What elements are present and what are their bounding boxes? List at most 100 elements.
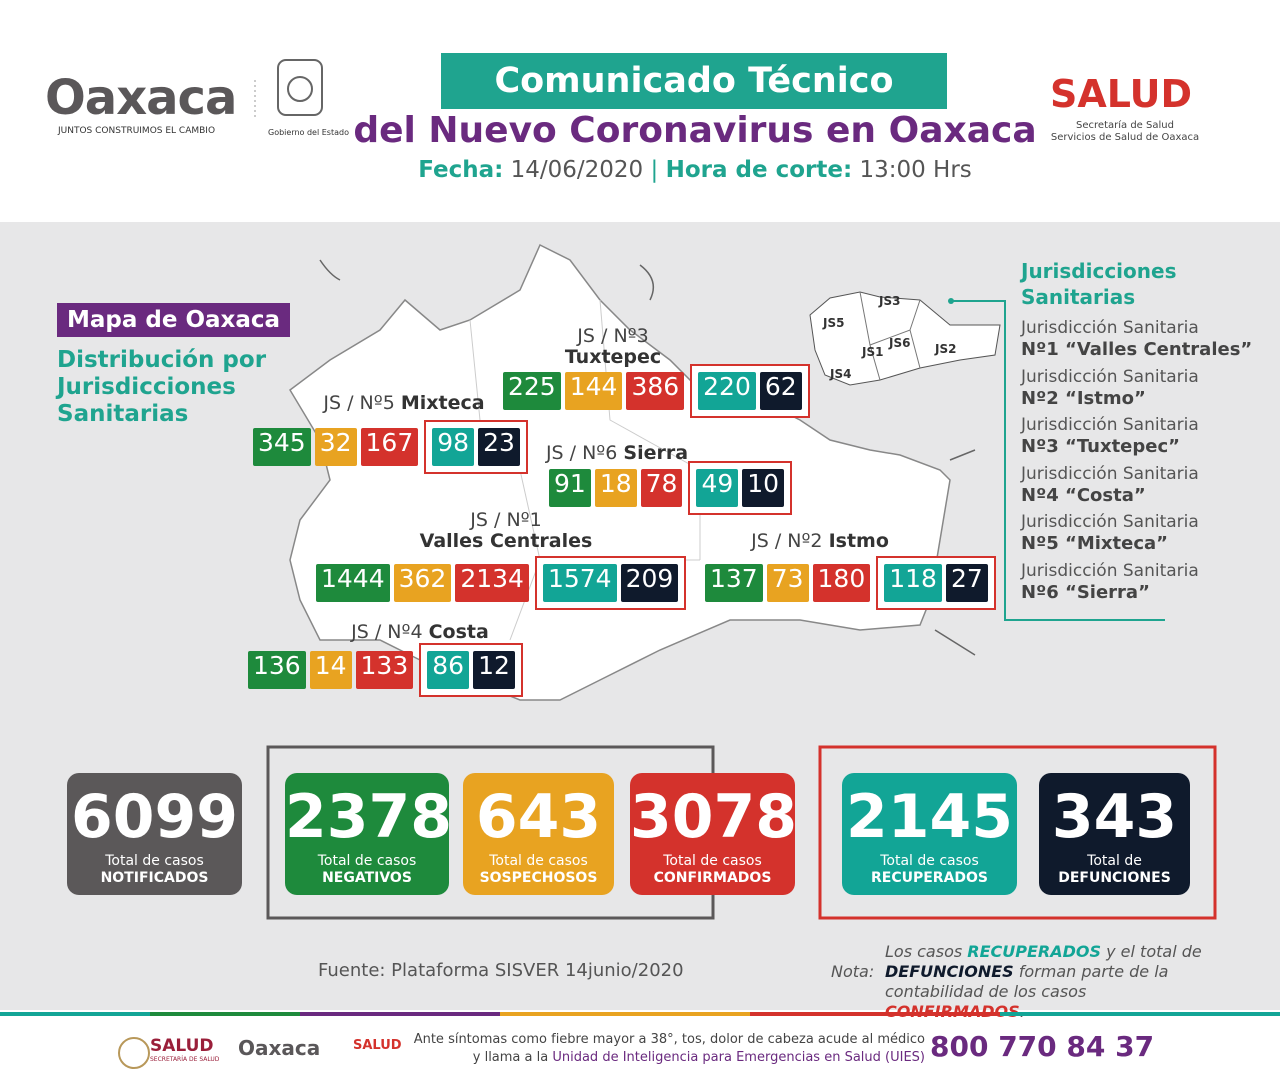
region-label: JS / Nº1 Valles Centrales bbox=[356, 510, 656, 552]
value-box: 133 bbox=[355, 651, 414, 689]
legend-line2: Nº5 “Mixteca” bbox=[1021, 533, 1168, 554]
region-name: Costa bbox=[428, 621, 489, 643]
value-box: 118 bbox=[884, 564, 942, 602]
region-label: JS / Nº2 Istmo bbox=[670, 531, 970, 552]
legend-item: Jurisdicción Sanitaria Nº6 “Sierra” bbox=[1021, 561, 1199, 604]
map-tag: Mapa de Oaxaca bbox=[57, 303, 291, 337]
mini-map-label: JS6 bbox=[889, 336, 911, 350]
legend-line1: Jurisdicción Sanitaria bbox=[1021, 318, 1199, 338]
value-box: 12 bbox=[473, 651, 515, 689]
legend-line2: Nº6 “Sierra” bbox=[1021, 581, 1150, 603]
legend-title: Jurisdicciones Sanitarias bbox=[1021, 259, 1177, 309]
legend-line1: Jurisdicción Sanitaria bbox=[1021, 366, 1199, 387]
region-prefix: JS / Nº3 bbox=[577, 325, 649, 347]
region-name: Mixteca bbox=[400, 392, 485, 414]
value-box: 86 bbox=[427, 651, 470, 689]
mini-map-label: JS2 bbox=[935, 342, 957, 356]
salud-logo: SALUD bbox=[1050, 72, 1193, 116]
region-name: Sierra bbox=[623, 442, 689, 464]
outcome-outline: 220 62 bbox=[690, 364, 810, 418]
total-label1: Total de casos bbox=[489, 853, 588, 869]
value-box: 49 bbox=[696, 469, 739, 507]
total-card: 2145 Total de casos RECUPERADOS bbox=[842, 773, 1017, 895]
separator: | bbox=[650, 157, 659, 183]
mini-map-label: JS3 bbox=[879, 294, 901, 308]
region-prefix: JS / Nº4 bbox=[351, 621, 423, 643]
shield-inner bbox=[287, 76, 313, 102]
total-value: 643 bbox=[475, 782, 602, 852]
date-label: Fecha: bbox=[418, 157, 504, 183]
value-box: 98 bbox=[432, 428, 475, 466]
total-value: 2145 bbox=[846, 782, 1013, 852]
note: Los casos RECUPERADOS y el total de DEFU… bbox=[885, 942, 1230, 1022]
strip bbox=[150, 1012, 300, 1016]
footer-logo: Oaxaca bbox=[238, 1036, 321, 1060]
shield bbox=[277, 59, 323, 116]
outcome-outline: 86 12 bbox=[419, 643, 523, 697]
note-part: . bbox=[1019, 1002, 1025, 1021]
note-part: y el total de bbox=[1101, 942, 1202, 961]
time-label: Hora de corte: bbox=[665, 157, 853, 183]
legend-item: Jurisdicción Sanitaria Nº1 “Valles Centra… bbox=[1021, 318, 1252, 361]
color-strip bbox=[0, 1012, 1280, 1016]
legend-item: Jurisdicción Sanitaria Nº3 “Tuxtepec” bbox=[1021, 415, 1199, 458]
outcome-outline: 118 27 bbox=[876, 556, 996, 610]
legend-line2: Nº4 “Costa” bbox=[1021, 484, 1146, 506]
value-box: 23 bbox=[478, 428, 520, 466]
date: 14/06/2020 bbox=[510, 157, 644, 183]
footer-uies: Unidad de Inteligencia para Emergencias … bbox=[552, 1050, 925, 1065]
value-box: 144 bbox=[564, 372, 623, 410]
note-label: Nota: bbox=[831, 962, 875, 981]
legend-line2: Nº2 “Istmo” bbox=[1021, 387, 1146, 409]
confirmed-bracket bbox=[818, 745, 1217, 920]
total-label1: Total de bbox=[1087, 853, 1142, 869]
outcome-outline: 98 23 bbox=[424, 420, 528, 474]
footer-text: Ante síntomas como fiebre mayor a 38°, t… bbox=[400, 1031, 925, 1067]
emblem bbox=[254, 59, 323, 120]
region-label: JS / Nº3 Tuxtepec bbox=[463, 326, 763, 368]
total-value: 3078 bbox=[630, 782, 797, 852]
phone: 800 770 84 37 bbox=[930, 1030, 1155, 1063]
value-box: 62 bbox=[759, 372, 802, 410]
strip bbox=[1000, 1012, 1280, 1016]
total-value: 6099 bbox=[71, 782, 238, 852]
total-label2: NOTIFICADOS bbox=[100, 870, 209, 886]
source: Fuente: Plataforma SISVER 14junio/2020 bbox=[318, 960, 684, 981]
region-prefix: JS / Nº1 bbox=[470, 509, 542, 531]
region-label: JS / Nº4 Costa bbox=[270, 622, 570, 643]
value-box: 345 bbox=[253, 428, 311, 466]
region-values: 225 144 386 220 62 bbox=[503, 364, 810, 418]
legend-item: Jurisdicción Sanitaria Nº4 “Costa” bbox=[1021, 464, 1199, 507]
total-label2: NEGATIVOS bbox=[322, 870, 412, 886]
strip bbox=[500, 1012, 750, 1016]
legend-item: Jurisdicción Sanitaria Nº2 “Istmo” bbox=[1021, 367, 1199, 410]
value-box: 10 bbox=[742, 469, 785, 507]
strip bbox=[750, 1012, 1000, 1016]
total-value: 343 bbox=[1051, 782, 1178, 852]
outcome-outline: 1574 209 bbox=[534, 556, 687, 610]
footer-line2: y llama a la Unidad de Inteligencia para… bbox=[400, 1049, 925, 1067]
mini-map-label: JS4 bbox=[830, 367, 852, 381]
outcome-outline: 49 10 bbox=[688, 461, 793, 515]
total-label1: Total de casos bbox=[880, 853, 979, 869]
strip bbox=[300, 1012, 500, 1016]
map-subtitle: Distribución por Jurisdicciones Sanitari… bbox=[57, 347, 267, 427]
footer-salud2: SALUD bbox=[353, 1038, 402, 1053]
salud-sub: Secretaría de Salud bbox=[1076, 120, 1174, 131]
note-part: Los casos bbox=[885, 942, 968, 961]
strip bbox=[0, 1012, 150, 1016]
legend-item: Jurisdicción Sanitaria Nº5 “Mixteca” bbox=[1021, 512, 1199, 555]
footer-line1: Ante síntomas como fiebre mayor a 38°, t… bbox=[413, 1032, 925, 1047]
total-label2: RECUPERADOS bbox=[870, 870, 989, 886]
note-part: DEFUNCIONES bbox=[885, 962, 1014, 981]
region-prefix: JS / Nº2 bbox=[751, 530, 823, 552]
logo-tagline: JUNTOS CONSTRUIMOS EL CAMBIO bbox=[58, 126, 216, 136]
total-label1: Total de casos bbox=[317, 853, 417, 869]
subtitle: del Nuevo Coronavirus en Oaxaca bbox=[353, 110, 1037, 151]
note-part: CONFIRMADOS bbox=[885, 1002, 1020, 1021]
region-prefix: JS / Nº5 bbox=[323, 392, 395, 414]
value-box: 180 bbox=[812, 564, 871, 602]
total-card: 643 Total de casos SOSPECHOSOS bbox=[463, 773, 614, 895]
